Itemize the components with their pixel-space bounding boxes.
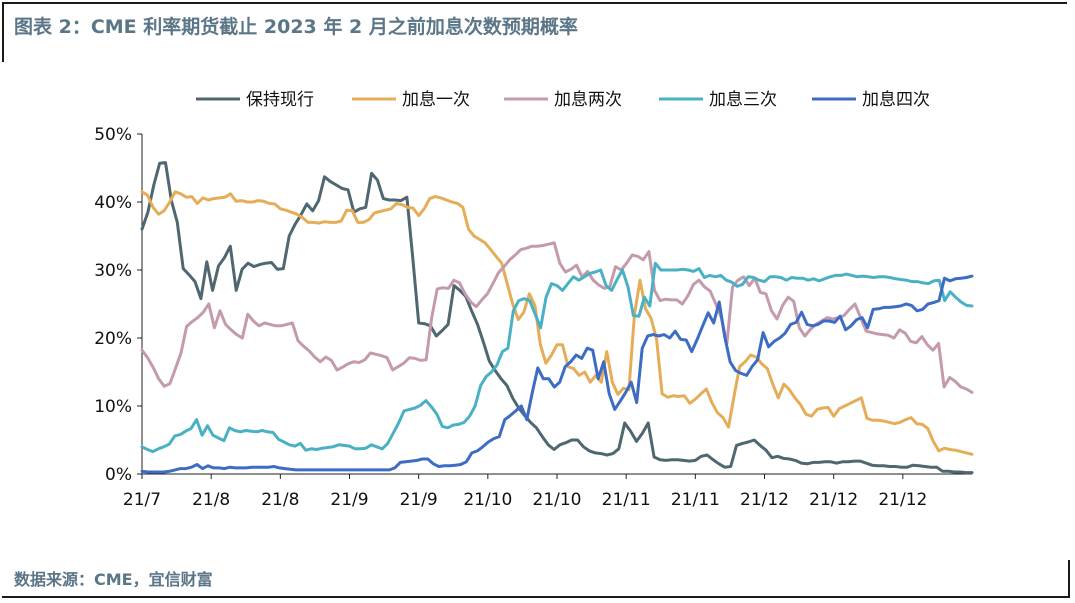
frame-top-line bbox=[2, 2, 1067, 4]
y-tick-label: 10% bbox=[94, 397, 132, 417]
x-tick-label: 21/11 bbox=[602, 490, 651, 510]
y-tick-label: 30% bbox=[94, 261, 132, 281]
legend-label-2: 加息一次 bbox=[402, 90, 470, 110]
x-tick-label: 21/8 bbox=[261, 490, 299, 510]
frame-right-line bbox=[1068, 560, 1070, 598]
legend: 保持现行 加息一次 加息两次 加息三次 加息四次 bbox=[196, 90, 930, 110]
legend-label-5: 加息四次 bbox=[862, 90, 930, 110]
x-tick-label: 21/7 bbox=[123, 490, 161, 510]
chart-title: 图表 2：CME 利率期货截止 2023 年 2 月之前加息次数预期概率 bbox=[14, 16, 578, 38]
series-group bbox=[140, 161, 974, 475]
x-tick-label: 21/10 bbox=[533, 490, 582, 510]
y-tick-label: 40% bbox=[94, 193, 132, 213]
y-tick-label: 20% bbox=[94, 329, 132, 349]
frame-left-line bbox=[2, 2, 4, 62]
y-tick-label: 0% bbox=[105, 465, 132, 485]
frame-bottom-line bbox=[2, 596, 1070, 598]
x-tick-label: 21/12 bbox=[740, 490, 789, 510]
series-line-3 bbox=[140, 241, 974, 394]
series-line-2 bbox=[140, 190, 974, 456]
series-line-4 bbox=[140, 261, 974, 454]
x-tick-label: 21/12 bbox=[878, 490, 927, 510]
x-axis: 21/7 21/8 21/8 21/9 21/9 21/10 21/10 21/11 21/11… bbox=[123, 473, 972, 510]
x-tick-label: 21/9 bbox=[330, 490, 368, 510]
x-tick-label: 21/10 bbox=[463, 490, 512, 510]
x-tick-label: 21/11 bbox=[671, 490, 720, 510]
source-note: 数据来源：CME，宜信财富 bbox=[14, 570, 213, 589]
y-tick-label: 50% bbox=[94, 125, 132, 145]
legend-label-4: 加息三次 bbox=[709, 90, 777, 110]
y-axis: 0% 10% 20% 30% 40% 50% bbox=[94, 125, 143, 485]
legend-label-1: 保持现行 bbox=[246, 90, 314, 110]
legend-label-3: 加息两次 bbox=[554, 90, 622, 110]
x-tick-label: 21/8 bbox=[192, 490, 230, 510]
series-line-5 bbox=[140, 274, 974, 474]
series-line-1 bbox=[140, 161, 974, 475]
x-tick-label: 21/12 bbox=[809, 490, 858, 510]
x-tick-label: 21/9 bbox=[400, 490, 438, 510]
